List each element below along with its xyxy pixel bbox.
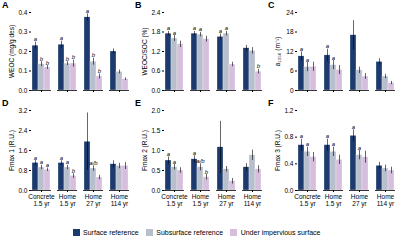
- svg-text:Home1.5 yr: Home1.5 yr: [192, 193, 210, 208]
- svg-text:a: a: [352, 124, 356, 130]
- html-text:B: B: [135, 0, 142, 10]
- svg-text:Concrete1.5 yr: Concrete1.5 yr: [28, 193, 55, 208]
- svg-text:2.4: 2.4: [151, 9, 160, 16]
- svg-text:a/b: a/b: [89, 160, 98, 166]
- svg-text:0.0: 0.0: [18, 87, 27, 94]
- svg-text:a: a: [173, 159, 177, 165]
- svg-text:0.0: 0.0: [151, 187, 160, 194]
- svg-text:b: b: [92, 52, 96, 58]
- svg-text:a: a: [60, 35, 64, 41]
- svg-text:Home27 yr: Home27 yr: [218, 193, 236, 208]
- svg-text:b: b: [98, 68, 102, 74]
- svg-text:a: a: [358, 145, 362, 151]
- html-text:C: C: [268, 0, 275, 10]
- svg-text:Fmax 2 (R.U.): Fmax 2 (R.U.): [141, 130, 149, 171]
- svg-text:Home114 yr: Home114 yr: [244, 193, 262, 208]
- svg-text:a: a: [326, 43, 330, 49]
- svg-text:a: a: [332, 55, 336, 61]
- svg-text:a₁₃₅₀ (m⁻¹): a₁₃₅₀ (m⁻¹): [274, 37, 282, 67]
- svg-text:a: a: [326, 133, 330, 139]
- svg-text:WEOC (mg/g des): WEOC (mg/g des): [8, 25, 16, 78]
- html-text:E: E: [135, 98, 141, 108]
- html-text:F: F: [268, 98, 274, 108]
- svg-text:0.8: 0.8: [18, 167, 27, 174]
- svg-text:a: a: [60, 155, 64, 161]
- html-text:Under impervious surface: Under impervious surface: [240, 229, 321, 236]
- svg-text:a: a: [66, 159, 70, 165]
- svg-text:6: 6: [290, 67, 294, 74]
- svg-text:0.0: 0.0: [284, 187, 293, 194]
- svg-text:b: b: [205, 169, 209, 175]
- svg-text:b: b: [72, 168, 76, 174]
- svg-text:1.6: 1.6: [18, 147, 27, 154]
- svg-text:a: a: [167, 151, 171, 157]
- svg-text:a: a: [300, 46, 304, 52]
- svg-text:18: 18: [286, 28, 294, 35]
- svg-text:a: a: [86, 8, 90, 14]
- svg-text:a: a: [34, 36, 38, 42]
- html-text:Surface reference: Surface reference: [83, 229, 139, 236]
- svg-text:0.1: 0.1: [18, 67, 27, 74]
- svg-text:a: a: [332, 141, 336, 147]
- svg-text:a: a: [34, 155, 38, 161]
- svg-text:Fmax 1 (R.U.): Fmax 1 (R.U.): [8, 130, 16, 171]
- svg-text:a: a: [193, 150, 197, 156]
- svg-text:Concrete1.5 yr: Concrete1.5 yr: [294, 193, 321, 208]
- svg-text:Home27 yr: Home27 yr: [85, 193, 103, 208]
- svg-text:a: a: [199, 26, 203, 32]
- svg-text:Concrete1.5 yr: Concrete1.5 yr: [161, 193, 188, 208]
- svg-text:1.2: 1.2: [284, 107, 293, 114]
- html-text:Subsurface reference: Subsurface reference: [156, 229, 224, 236]
- svg-text:0: 0: [290, 87, 294, 94]
- svg-text:1.0: 1.0: [151, 147, 160, 154]
- svg-text:a: a: [300, 133, 304, 139]
- svg-text:a: a: [193, 25, 197, 31]
- svg-text:a: a: [225, 25, 229, 31]
- svg-text:0.4: 0.4: [284, 160, 293, 167]
- svg-text:0.6: 0.6: [151, 67, 160, 74]
- svg-text:b: b: [72, 54, 76, 60]
- svg-text:a: a: [46, 162, 50, 168]
- svg-text:24: 24: [286, 9, 294, 16]
- svg-text:Home114 yr: Home114 yr: [377, 193, 395, 208]
- svg-text:Home1.5 yr: Home1.5 yr: [325, 193, 343, 208]
- html-text:D: D: [2, 98, 9, 108]
- svg-text:a: a: [306, 141, 310, 147]
- svg-text:Home1.5 yr: Home1.5 yr: [59, 193, 77, 208]
- svg-text:b: b: [40, 56, 44, 62]
- svg-text:3.2: 3.2: [18, 107, 27, 114]
- svg-text:Home27 yr: Home27 yr: [351, 193, 369, 208]
- svg-text:0.0: 0.0: [151, 87, 160, 94]
- svg-text:a: a: [167, 25, 171, 31]
- html-text:A: A: [2, 0, 9, 10]
- svg-text:b: b: [46, 60, 50, 66]
- svg-text:2.0: 2.0: [151, 107, 160, 114]
- svg-text:12: 12: [286, 48, 294, 55]
- svg-text:Fmax 3 (R.U.): Fmax 3 (R.U.): [274, 130, 282, 171]
- svg-text:1.2: 1.2: [151, 48, 160, 55]
- svg-text:Home114 yr: Home114 yr: [111, 193, 129, 208]
- svg-text:0.8: 0.8: [284, 133, 293, 140]
- svg-text:a/b: a/b: [196, 158, 205, 164]
- svg-text:a: a: [306, 57, 310, 63]
- svg-text:0.5: 0.5: [151, 167, 160, 174]
- svg-text:a: a: [40, 159, 44, 165]
- svg-text:a: a: [219, 28, 223, 34]
- svg-text:2.4: 2.4: [18, 127, 27, 134]
- svg-text:1.8: 1.8: [151, 28, 160, 35]
- svg-text:0.4: 0.4: [18, 9, 27, 16]
- svg-text:b: b: [257, 63, 261, 69]
- svg-text:WEOC/SOC (%): WEOC/SOC (%): [141, 27, 149, 75]
- svg-text:0.0: 0.0: [18, 187, 27, 194]
- svg-text:1.5: 1.5: [151, 127, 160, 134]
- svg-text:0.3: 0.3: [18, 28, 27, 35]
- svg-text:0.2: 0.2: [18, 48, 27, 55]
- svg-text:b: b: [66, 56, 70, 62]
- svg-text:a: a: [173, 30, 177, 36]
